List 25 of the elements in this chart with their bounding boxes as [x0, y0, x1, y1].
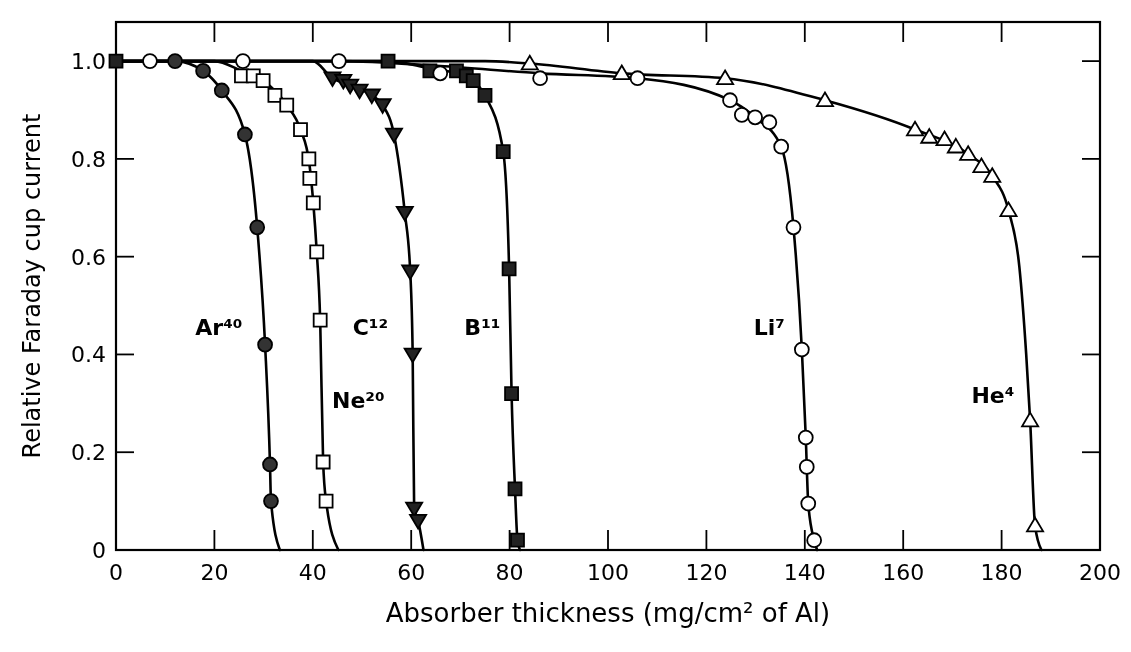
x-tick-label: 0: [109, 560, 123, 585]
y-tick-label: 0.2: [71, 440, 106, 466]
x-tick-label: 60: [397, 560, 426, 585]
y-tick-label: 0: [92, 538, 106, 563]
series-label: He⁴: [971, 383, 1015, 409]
series-label: C¹²: [352, 314, 389, 340]
x-tick-label: 100: [587, 560, 629, 585]
x-tick-label: 120: [685, 560, 728, 585]
y-tick-label: 0.8: [71, 146, 106, 172]
y-axis-title: Relative Faraday cup current: [18, 113, 46, 459]
x-tick-label: 160: [882, 560, 925, 585]
series-label: B¹¹: [464, 314, 501, 340]
x-axis-title: Absorber thickness (mg/cm² of Al): [385, 598, 831, 628]
y-tick-label: 0.6: [71, 244, 106, 270]
series-label: Ne²⁰: [332, 388, 385, 414]
x-tick-label: 20: [200, 560, 229, 585]
series-label: Li⁷: [753, 314, 785, 340]
x-tick-label: 80: [495, 560, 524, 585]
x-tick-label: 40: [298, 560, 327, 585]
x-tick-label: 140: [783, 560, 826, 585]
x-tick-label: 200: [1079, 560, 1121, 585]
series-label: Ar⁴⁰: [195, 314, 243, 340]
x-tick-label: 180: [980, 560, 1023, 585]
y-tick-label: 1.0: [71, 49, 106, 75]
y-tick-label: 0.4: [71, 342, 106, 368]
